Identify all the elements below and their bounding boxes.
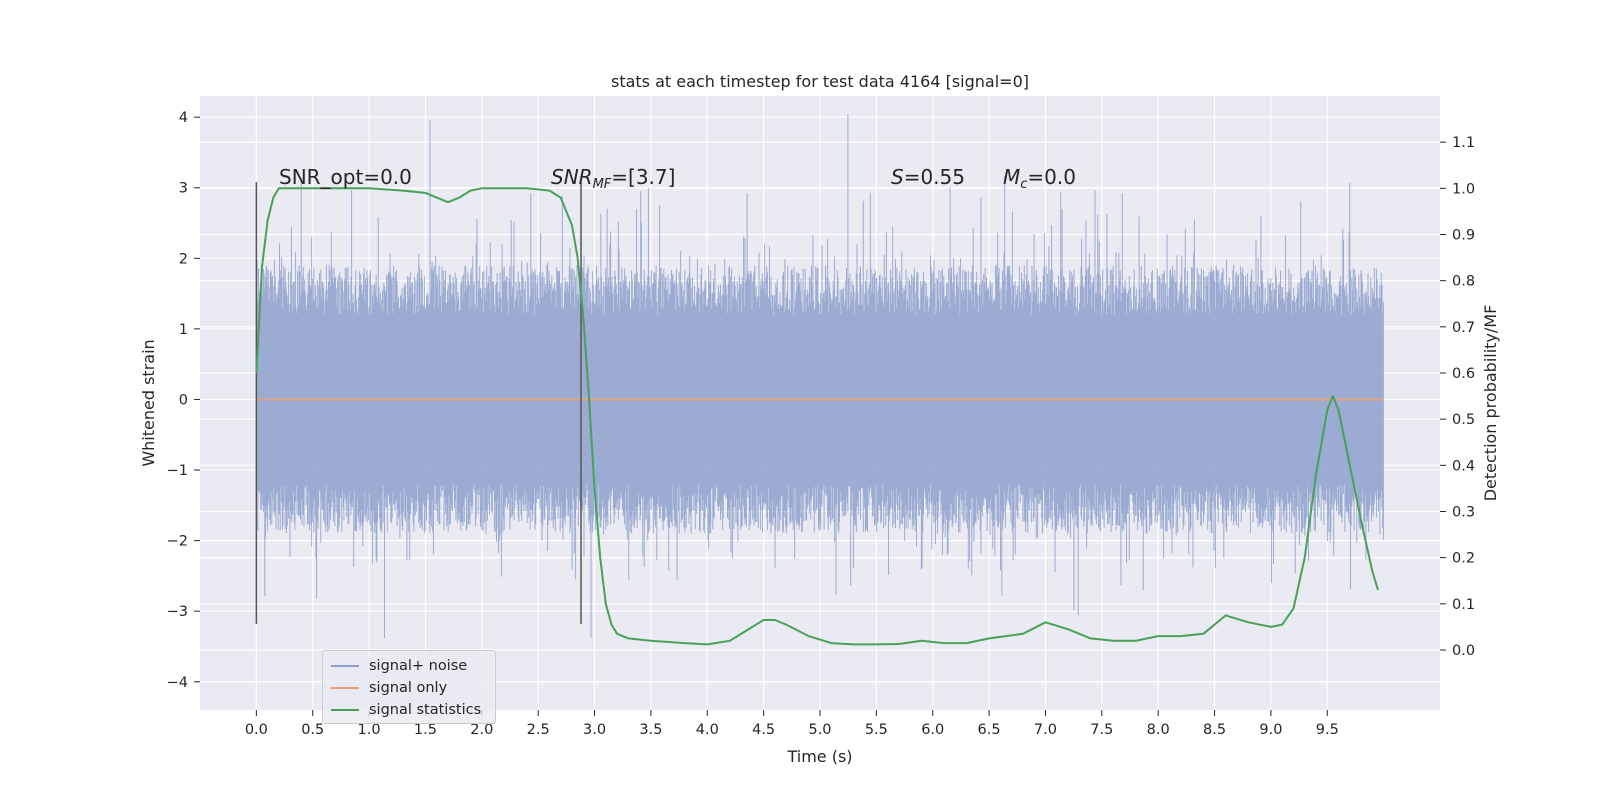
x-tick-label-0: 0.0	[245, 722, 268, 738]
x-tick-label-15: 7.5	[1090, 722, 1113, 738]
y2-tick-label-9: 0.9	[1452, 227, 1475, 243]
x-tick-label-6: 3.0	[583, 722, 606, 738]
y-axis-label: Whitened strain	[139, 339, 158, 466]
legend: signal+ noise signal only signal statist…	[322, 650, 496, 724]
x-tick-label-4: 2.0	[470, 722, 493, 738]
x-tick-label-14: 7.0	[1034, 722, 1057, 738]
annotation-mc: Mc=0.0	[1003, 165, 1076, 192]
legend-label-signal-noise: signal+ noise	[369, 658, 468, 674]
x-tick-label-3: 1.5	[414, 722, 437, 738]
y2-tick-label-6: 0.6	[1452, 366, 1475, 382]
y-tick-label-3: −1	[167, 463, 188, 479]
y-tick-label-7: 3	[179, 181, 188, 197]
y-tick-label-0: −4	[167, 675, 188, 691]
x-tick-label-17: 8.5	[1203, 722, 1226, 738]
y2-tick-label-0: 0.0	[1452, 643, 1475, 659]
x-axis-label: Time (s)	[786, 747, 852, 766]
x-tick-label-10: 5.0	[808, 722, 831, 738]
y-tick-label-5: 1	[179, 322, 188, 338]
y2-tick-label-4: 0.4	[1452, 458, 1475, 474]
legend-item-signal-noise: signal+ noise	[331, 656, 467, 676]
y2-tick-label-11: 1.1	[1452, 135, 1475, 151]
legend-swatch-signal-only	[331, 687, 359, 689]
x-axis-ticks: 0.0 0.5 1.0 1.5 2.0 2.5 3.0 3.5 4.0 4.5 5.0 5.5 6.0 6…	[245, 710, 1339, 738]
legend-swatch-signal-statistics	[331, 709, 359, 711]
legend-label-signal-only: signal only	[369, 680, 448, 696]
y-tick-label-6: 2	[179, 251, 188, 267]
x-tick-label-9: 4.5	[752, 722, 775, 738]
chart-title: stats at each timestep for test data 416…	[611, 72, 1029, 91]
x-tick-label-2: 1.0	[358, 722, 381, 738]
y2-tick-label-2: 0.2	[1452, 551, 1475, 567]
x-tick-label-13: 6.5	[978, 722, 1001, 738]
x-tick-label-8: 4.0	[696, 722, 719, 738]
annotation-s: S=0.55	[891, 165, 965, 189]
y-axis-ticks: −4 −3 −2 −1 0 1 2 3 4	[167, 110, 200, 691]
x-tick-label-18: 9.0	[1259, 722, 1282, 738]
legend-swatch-signal-noise	[331, 665, 359, 667]
y2-tick-label-7: 0.7	[1452, 320, 1475, 336]
y-tick-label-2: −2	[167, 534, 188, 550]
y-tick-label-8: 4	[179, 110, 188, 126]
legend-item-signal-statistics: signal statistics	[331, 700, 481, 720]
legend-label-signal-statistics: signal statistics	[369, 702, 482, 718]
x-tick-label-19: 9.5	[1316, 722, 1339, 738]
y2-tick-label-5: 0.5	[1452, 412, 1475, 428]
x-tick-label-12: 6.0	[921, 722, 944, 738]
vertical-markers	[255, 182, 582, 624]
x-tick-label-16: 8.0	[1147, 722, 1170, 738]
x-tick-label-1: 0.5	[301, 722, 324, 738]
y2-tick-label-1: 0.1	[1452, 597, 1475, 613]
y2-axis-ticks: 0.0 0.1 0.2 0.3 0.4 0.5 0.6 0.7 0.8 0.9 1.0 1.1	[1440, 135, 1475, 659]
legend-item-signal-only: signal only	[331, 678, 447, 698]
y-tick-label-4: 0	[179, 392, 188, 408]
signal-statistics-series	[255, 187, 1379, 646]
y2-tick-label-10: 1.0	[1452, 181, 1475, 197]
x-tick-label-5: 2.5	[527, 722, 550, 738]
y2-axis-label: Detection probability/MF	[1481, 305, 1500, 502]
annotation-snr-mf: SNRMF=[3.7]	[551, 165, 675, 192]
y2-tick-label-3: 0.3	[1452, 504, 1475, 520]
signal-statistics-path	[255, 187, 1379, 646]
x-tick-label-11: 5.5	[865, 722, 888, 738]
x-tick-label-7: 3.5	[639, 722, 662, 738]
y2-tick-label-8: 0.8	[1452, 274, 1475, 290]
annotation-snr-opt: SNR_opt=0.0	[279, 165, 412, 189]
y-tick-label-1: −3	[167, 604, 188, 620]
